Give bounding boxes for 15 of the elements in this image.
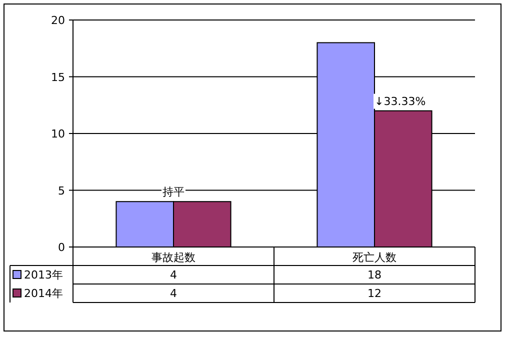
y-tick-label: 20 [51,14,65,27]
y-tick-label: 10 [51,128,65,140]
annotation: 持平 [162,186,184,199]
data-label: 4 [170,287,177,300]
x-tick-label: 死亡人数 [352,251,396,264]
x-tick-label: 事故起数 [152,251,196,264]
legend-label: 2013年 [24,268,63,282]
annotation: ↓33.33% [374,94,426,108]
y-tick-label: 5 [58,184,65,198]
y-tick-label: 0 [58,241,65,254]
data-label: 4 [170,268,177,282]
y-tick-label: 15 [51,70,65,84]
legend-label: 2014年 [24,287,63,300]
data-label: 12 [368,287,382,300]
data-label: 18 [368,268,382,282]
